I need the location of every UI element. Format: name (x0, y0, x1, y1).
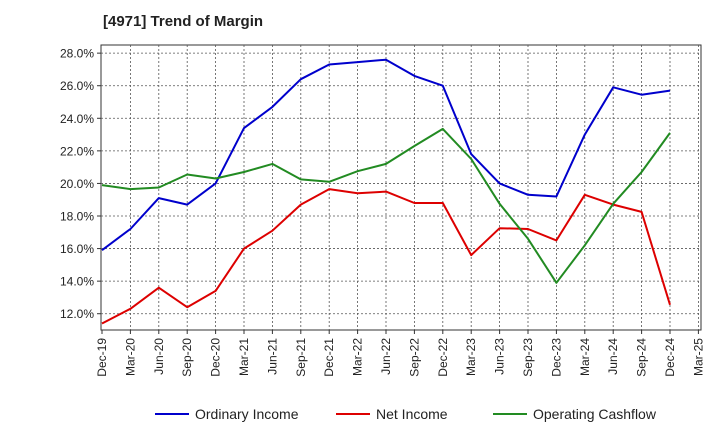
x-tick-label: Dec-24 (663, 338, 677, 377)
legend-label-1: Net Income (376, 406, 448, 422)
y-tick-label: 28.0% (60, 47, 94, 61)
legend-label-2: Operating Cashflow (533, 406, 657, 422)
y-tick-label: 16.0% (60, 242, 94, 256)
series-line-0 (101, 58, 671, 252)
x-tick-label: Sep-22 (407, 338, 421, 377)
x-tick-label: Dec-20 (209, 338, 223, 377)
legend-label-0: Ordinary Income (195, 406, 299, 422)
x-tick-label: Mar-23 (464, 338, 478, 376)
y-tick-label: 22.0% (60, 144, 94, 158)
y-tick-label: 12.0% (60, 307, 94, 321)
x-tick-label: Jun-20 (152, 338, 166, 375)
chart-title: [4971] Trend of Margin (103, 13, 264, 30)
x-tick-label: Mar-22 (351, 338, 365, 376)
x-tick-label: Jun-21 (265, 338, 279, 375)
x-tick-label: Dec-21 (322, 338, 336, 377)
x-tick-label: Mar-24 (578, 338, 592, 376)
x-tick-label: Sep-21 (294, 338, 308, 377)
y-tick-label: 20.0% (60, 177, 94, 191)
x-tick-label: Dec-19 (95, 338, 109, 377)
x-tick-label: Jun-22 (379, 338, 393, 375)
y-tick-label: 24.0% (60, 112, 94, 126)
x-tick-label: Dec-23 (549, 338, 563, 377)
series-line-2 (101, 127, 671, 284)
x-tick-label: Jun-24 (606, 338, 620, 375)
plot-area (100, 44, 702, 331)
series-line-1 (101, 188, 671, 325)
x-tick-label: Jun-23 (493, 338, 507, 375)
y-tick-label: 14.0% (60, 275, 94, 289)
y-tick-label: 26.0% (60, 79, 94, 93)
x-tick-label: Sep-23 (521, 338, 535, 377)
y-tick-label: 18.0% (60, 210, 94, 224)
x-tick-label: Dec-22 (436, 338, 450, 377)
x-tick-label: Mar-20 (123, 338, 137, 376)
x-tick-label: Mar-21 (237, 338, 251, 376)
x-tick-label: Mar-25 (691, 338, 705, 376)
x-tick-label: Sep-20 (180, 338, 194, 377)
x-tick-label: Sep-24 (635, 338, 649, 377)
